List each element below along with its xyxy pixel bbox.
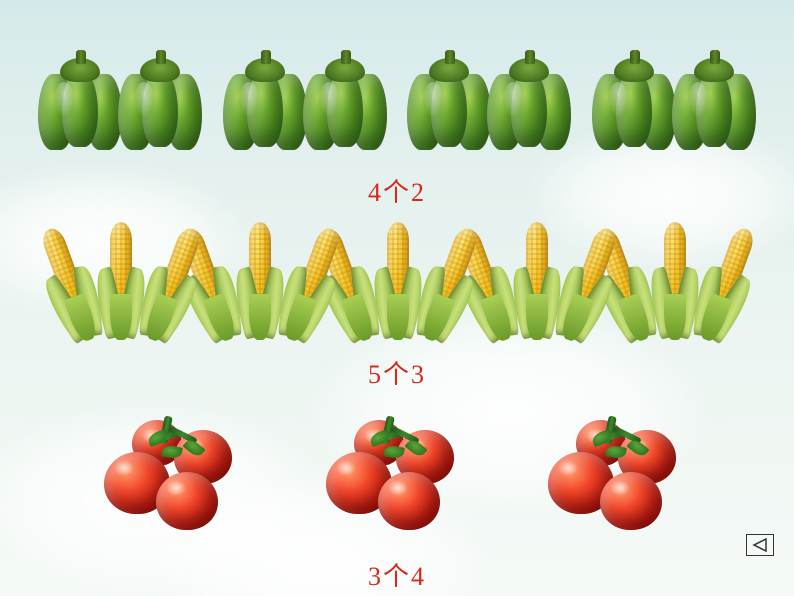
- tomato-stem-icon: [148, 416, 208, 462]
- corn-icon: [235, 218, 285, 338]
- pepper-icon: [305, 52, 385, 152]
- pepper-caption: 4个2: [0, 172, 794, 209]
- tomato-icon: [378, 472, 440, 530]
- pepper-icon: [40, 52, 120, 152]
- pepper-group: [225, 52, 385, 152]
- tomato-icon: [156, 472, 218, 530]
- pepper-group: [409, 52, 569, 152]
- tomato-group: [100, 410, 250, 530]
- pepper-group: [594, 52, 754, 152]
- pepper-icon: [594, 52, 674, 152]
- tomato-row: [100, 400, 694, 530]
- tomato-stem-icon: [592, 416, 652, 462]
- tomato-group: [322, 410, 472, 530]
- tomato-stem-icon: [370, 416, 430, 462]
- corn-icon: [650, 218, 700, 338]
- tomato-icon: [600, 472, 662, 530]
- pepper-icon: [674, 52, 754, 152]
- corn-caption: 5个3: [0, 354, 794, 391]
- pepper-icon: [409, 52, 489, 152]
- pepper-row: [40, 32, 754, 152]
- pepper-icon: [120, 52, 200, 152]
- corn-icon: [373, 218, 423, 338]
- triangle-left-icon: [752, 538, 768, 552]
- pepper-icon: [489, 52, 569, 152]
- tomato-group: [544, 410, 694, 530]
- pepper-icon: [225, 52, 305, 152]
- back-button[interactable]: [746, 534, 774, 556]
- tomato-caption: 3个4: [0, 556, 794, 593]
- corn-icon: [512, 218, 562, 338]
- pepper-group: [40, 52, 200, 152]
- corn-row: [60, 218, 734, 338]
- corn-icon: [96, 218, 146, 338]
